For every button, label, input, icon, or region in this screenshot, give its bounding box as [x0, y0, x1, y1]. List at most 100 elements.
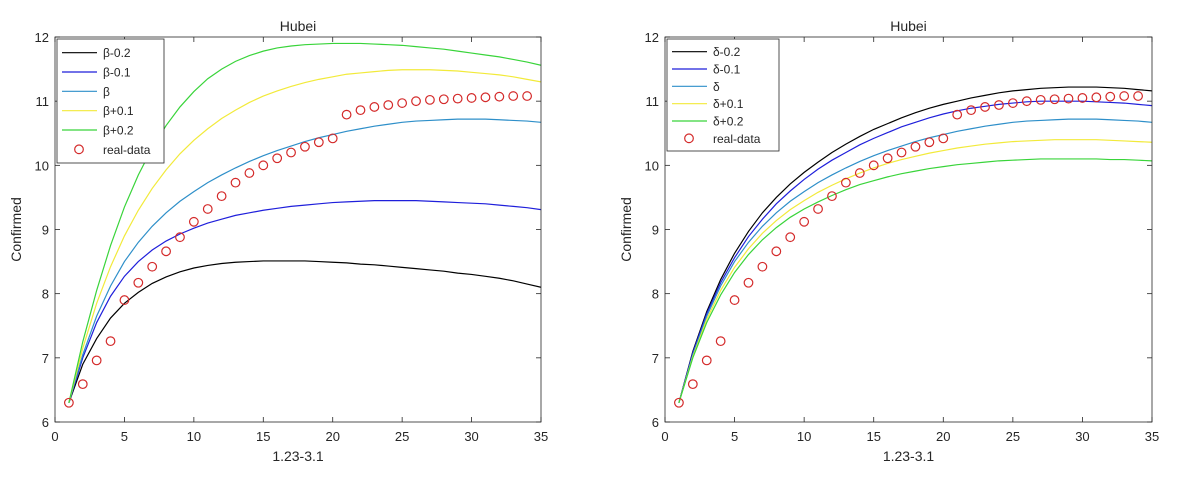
- x-tick-label: 35: [1145, 429, 1159, 444]
- y-tick-label: 6: [652, 415, 659, 430]
- data-point: [799, 216, 810, 227]
- series-line-4: [68, 69, 541, 403]
- data-point: [438, 94, 449, 105]
- data-point: [355, 105, 366, 116]
- legend: β-0.2 β-0.1 β β+0.1 β+0.2 real-data: [56, 38, 165, 164]
- data-point: [258, 160, 269, 171]
- legend-label-1: β-0.2: [103, 46, 131, 60]
- x-tick-label: 10: [187, 429, 201, 444]
- data-point: [327, 133, 338, 144]
- data-point: [1035, 94, 1046, 105]
- data-point: [175, 232, 185, 243]
- series-line-4: [678, 139, 1152, 403]
- data-point: [272, 153, 283, 164]
- y-tick-label: 10: [35, 158, 49, 173]
- data-point: [715, 336, 726, 347]
- legend-label-4: β+0.1: [103, 104, 134, 118]
- data-point: [952, 109, 963, 120]
- data-point: [757, 261, 768, 272]
- chart-2: 0 5 10 15 20 25 30 35 6 7 8 9 10 11 12 Hubei 1.23-3.1 Con…: [618, 18, 1159, 464]
- series-markers-6: [63, 91, 533, 408]
- y-tick-label: 8: [652, 287, 659, 302]
- data-point: [896, 147, 907, 158]
- y-tick-label: 12: [35, 30, 49, 45]
- data-point: [1077, 93, 1088, 103]
- data-point: [687, 379, 698, 390]
- data-point: [286, 147, 296, 158]
- data-point: [369, 102, 380, 112]
- series-line-2: [678, 100, 1152, 403]
- x-axis-label: 1.23-3.1: [272, 448, 324, 464]
- series-line-5: [678, 158, 1152, 403]
- data-point: [701, 355, 712, 366]
- data-point: [1049, 94, 1060, 105]
- x-tick-label: 5: [731, 429, 738, 444]
- data-point: [244, 168, 255, 178]
- data-point: [910, 141, 921, 152]
- data-point: [216, 191, 227, 202]
- data-point: [119, 295, 130, 305]
- series-line-3: [678, 118, 1152, 403]
- y-tick-label: 12: [645, 30, 659, 45]
- x-tick-label: 0: [51, 429, 58, 444]
- data-point: [966, 105, 977, 116]
- x-tick-label: 0: [661, 429, 668, 444]
- data-point: [1007, 98, 1018, 108]
- legend-label-5: β+0.2: [103, 124, 134, 138]
- data-point: [674, 397, 684, 408]
- data-point: [924, 137, 935, 148]
- data-point: [729, 295, 740, 305]
- x-tick-label: 10: [797, 429, 811, 444]
- x-tick-label: 5: [121, 429, 128, 444]
- x-tick-label: 30: [464, 429, 478, 444]
- data-point: [411, 96, 421, 107]
- data-point: [494, 91, 505, 102]
- legend-swatch-6: [74, 144, 84, 155]
- legend: δ-0.2 δ-0.1 δ δ+0.1 δ+0.2 real-data: [666, 38, 780, 152]
- data-point: [230, 177, 241, 188]
- data-point: [508, 91, 519, 101]
- legend-box: [56, 38, 165, 164]
- plot-series: [63, 42, 541, 408]
- data-point: [938, 133, 949, 144]
- legend-label-1: δ-0.2: [713, 45, 741, 59]
- y-tick-label: 9: [42, 223, 49, 238]
- legend-label-2: β-0.1: [103, 66, 131, 80]
- data-point: [785, 232, 796, 243]
- data-point: [813, 204, 823, 214]
- y-tick-label: 6: [42, 415, 49, 430]
- series-markers-6: [674, 91, 1143, 408]
- y-tick-label: 8: [42, 287, 49, 302]
- data-point: [1021, 96, 1032, 107]
- data-point: [425, 94, 435, 105]
- legend-label-3: δ: [713, 80, 720, 94]
- legend-label-2: δ-0.1: [713, 63, 741, 77]
- chart-title: Hubei: [890, 18, 927, 34]
- data-point: [868, 160, 879, 171]
- data-point: [313, 137, 324, 148]
- legend-swatch-6: [684, 133, 694, 144]
- legend-label-3: β: [103, 85, 110, 99]
- data-point: [743, 277, 754, 288]
- data-point: [466, 93, 477, 103]
- x-tick-label: 15: [256, 429, 270, 444]
- y-tick-label: 7: [42, 351, 49, 366]
- data-point: [1133, 91, 1143, 101]
- data-point: [1119, 91, 1130, 101]
- data-point: [1063, 93, 1074, 104]
- data-point: [77, 379, 88, 390]
- legend-label-4: δ+0.1: [713, 97, 744, 111]
- data-point: [452, 93, 463, 104]
- x-tick-label: 35: [534, 429, 548, 444]
- x-axis-label: 1.23-3.1: [883, 448, 935, 464]
- data-point: [147, 261, 158, 272]
- chart-1: 0 5 10 15 20 25 30 35 6 7 8 9 10 11 12 Hubei 1.23-3.1 Con…: [8, 18, 548, 464]
- legend-label-5: δ+0.2: [713, 115, 744, 129]
- x-tick-label: 20: [936, 429, 950, 444]
- data-point: [341, 109, 352, 120]
- data-point: [383, 100, 394, 110]
- data-point: [133, 277, 144, 288]
- data-point: [91, 355, 102, 366]
- series-line-3: [68, 118, 541, 403]
- x-tick-label: 20: [325, 429, 339, 444]
